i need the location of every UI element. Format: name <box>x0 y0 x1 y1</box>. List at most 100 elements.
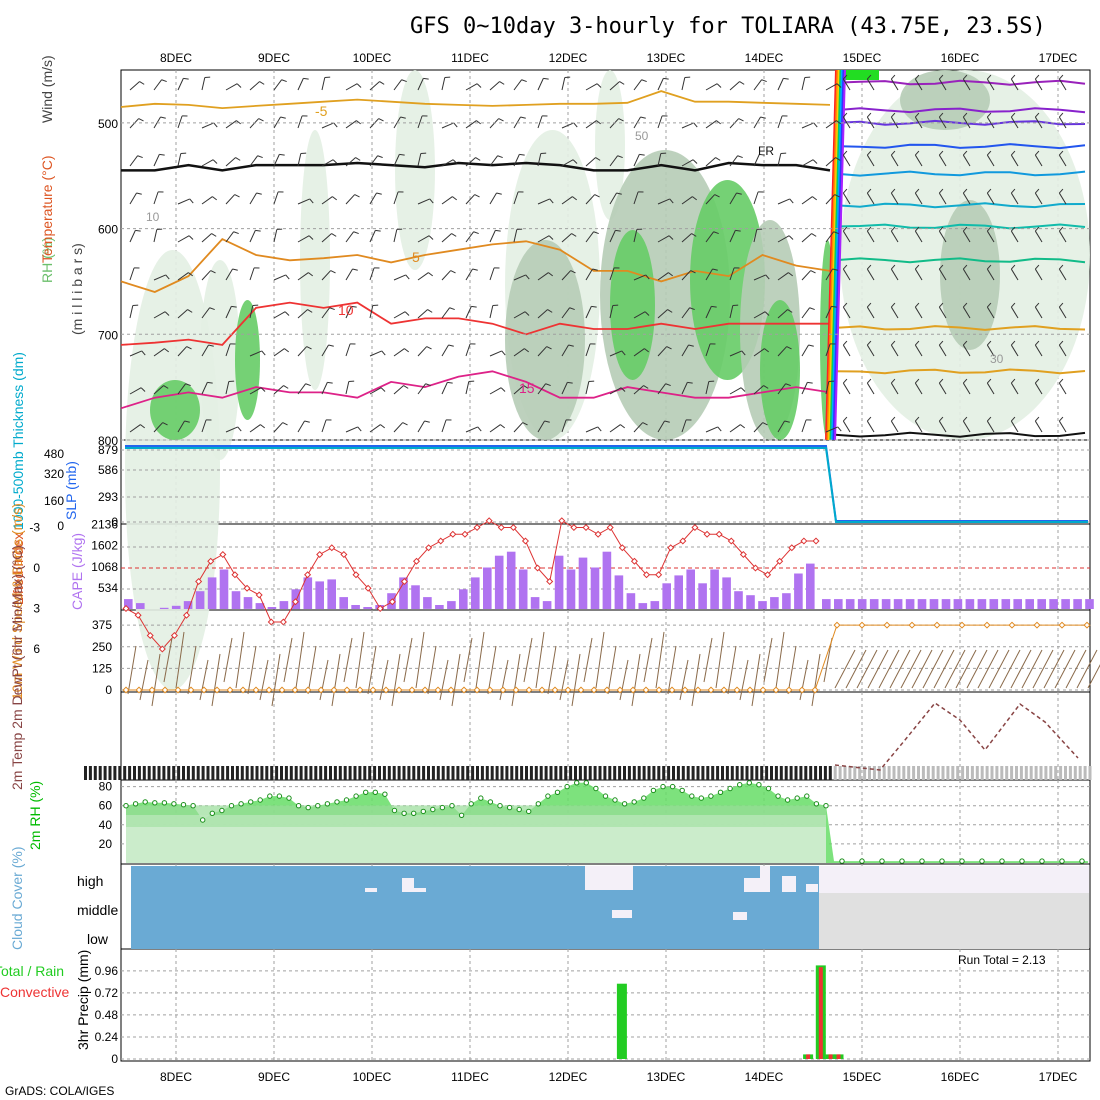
wind-barb-flag <box>962 264 968 270</box>
wind-barb-flag <box>785 383 791 387</box>
wind-barb-shaft <box>657 346 668 357</box>
temp-range-bar <box>1034 766 1038 780</box>
wind-barb-shaft <box>417 272 429 281</box>
wind-barb-flag <box>938 74 944 80</box>
wind-barb-shaft <box>513 191 519 205</box>
wind-barb <box>369 229 381 243</box>
wind-barb-flag <box>914 416 920 422</box>
wind-tick: 250 <box>92 640 112 654</box>
wind-barb-shaft <box>489 155 499 167</box>
wind-barb <box>938 226 947 243</box>
temp-range-bar <box>809 766 813 780</box>
bottom-date-label: 17DEC <box>1039 1070 1078 1084</box>
lifted-index-point <box>134 611 142 619</box>
wind-barb-flag <box>137 155 143 159</box>
wind-barb-shaft <box>345 194 356 205</box>
wind-speed-point <box>317 686 325 694</box>
top-date-label: 12DEC <box>549 51 588 65</box>
wind-barb-flag <box>572 159 578 164</box>
wind-barb-flag <box>444 76 451 79</box>
wind-barb <box>489 267 500 281</box>
rh2m-band <box>126 827 826 863</box>
wind-speed-point <box>694 686 702 694</box>
wind-barb-shaft <box>1058 230 1067 243</box>
wind-barb-shaft <box>465 426 478 433</box>
wind-barb-flag <box>305 383 311 387</box>
wind-barb-flag <box>303 77 309 80</box>
cape-bar <box>327 579 336 609</box>
wind-barb-flag <box>813 122 818 128</box>
wind-barb-flag <box>713 231 719 235</box>
lifted-index-point <box>304 571 312 579</box>
lifted-index-point <box>497 523 505 532</box>
cape-bar <box>506 551 516 609</box>
rh2m-point <box>363 789 369 795</box>
wind-barb-flag <box>616 192 622 195</box>
wind-speed-point <box>486 686 494 694</box>
cape-bar <box>566 569 576 609</box>
wind-barb-shaft <box>777 198 790 205</box>
wind-barb <box>345 83 362 91</box>
wind-barb <box>777 420 790 433</box>
wind-barb <box>417 383 431 395</box>
wind-barb-flag <box>962 378 968 384</box>
wind-barb-shaft <box>537 383 547 395</box>
lifted-index-point <box>558 517 566 525</box>
wind-barb-flag <box>476 83 482 88</box>
wind-barb-shaft <box>866 192 875 205</box>
cape-bar <box>734 591 743 609</box>
precip-total-bar <box>616 983 627 1059</box>
cape-bar <box>602 551 612 609</box>
wind-barb-shaft <box>249 305 254 319</box>
temp-range-bar <box>603 766 607 780</box>
temp-range-bar <box>329 766 332 780</box>
rh2m-area <box>123 780 1088 864</box>
wind-barb <box>561 233 577 243</box>
precip-convective-bar <box>836 1054 841 1059</box>
top-date-label: 11DEC <box>451 51 489 65</box>
wind-barb-flag <box>830 343 836 345</box>
wind-barb-shaft <box>417 153 422 167</box>
wind-barb <box>465 380 475 395</box>
temp-range-bar <box>593 766 597 780</box>
wind-barb <box>513 311 530 319</box>
isotherm-label-fr: FR <box>758 144 774 158</box>
wind-barb-shaft <box>297 309 308 319</box>
temp-range-bar <box>544 766 548 780</box>
wind-barb-shaft <box>177 198 190 205</box>
wind10m-barb <box>775 631 785 689</box>
wind-barb-flag <box>890 416 896 422</box>
lifted-index-point <box>388 598 396 606</box>
temp-range-bar <box>961 766 965 780</box>
wind-speed-point <box>590 686 598 694</box>
wind-barb <box>609 304 619 319</box>
wind10m-barb <box>427 645 437 695</box>
wind-barb <box>441 381 453 395</box>
wind-barb-flag <box>212 196 218 201</box>
temp-range-bar <box>1064 766 1067 780</box>
thickness-tick: 480 <box>44 447 64 461</box>
wind-barb <box>753 311 770 319</box>
pressure-unit-label: (m i l l i b a r s) <box>69 243 85 335</box>
rh2m-point <box>545 793 551 799</box>
wind-barb-flag <box>787 309 793 313</box>
wind-barb <box>561 344 574 357</box>
lifted-index-point <box>667 544 675 552</box>
wind-barb-shaft <box>393 348 405 357</box>
precip-bars <box>616 965 844 1059</box>
wind10m-barb <box>463 637 473 683</box>
temp-range-bar <box>324 766 328 780</box>
temp-range-bar <box>848 766 852 780</box>
wind-barb <box>705 268 718 281</box>
wind-barb <box>489 304 499 319</box>
wind-barb-shaft <box>585 381 590 395</box>
wind-barb <box>1034 150 1043 167</box>
wind-barb-shaft <box>273 154 280 167</box>
wind-barb-flag <box>1010 416 1016 422</box>
wind-barb <box>249 387 266 395</box>
temp-range-bar <box>98 766 102 780</box>
wind-barb <box>153 153 165 167</box>
wind-barb-shaft <box>1010 154 1019 167</box>
wind-barb <box>225 343 236 357</box>
